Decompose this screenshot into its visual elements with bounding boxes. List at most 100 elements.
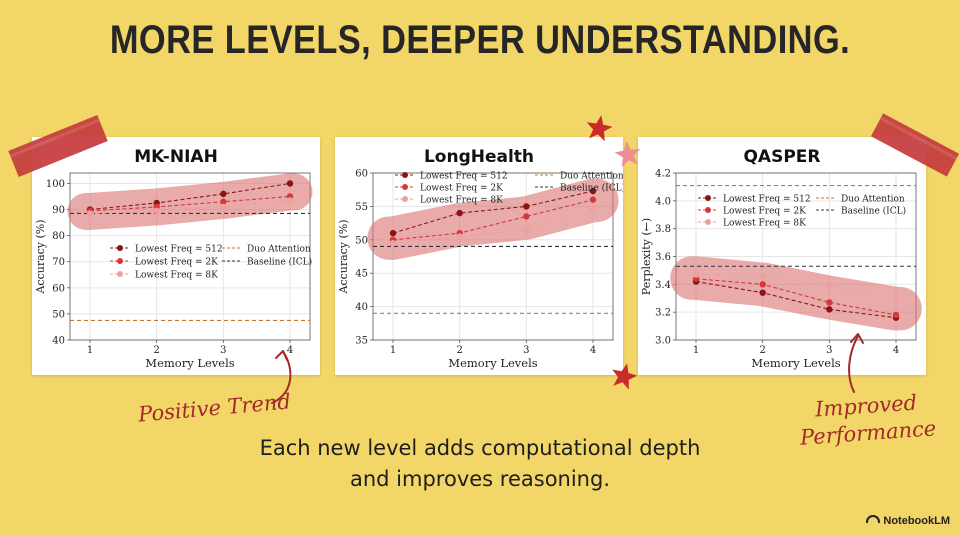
x-axis-label: Memory Levels xyxy=(751,356,840,370)
data-point xyxy=(523,203,530,210)
legend-marker xyxy=(402,172,408,178)
legend-label: Lowest Freq = 512 xyxy=(420,172,508,182)
series-line-2 xyxy=(392,209,594,244)
x-tick-label: 1 xyxy=(693,345,699,356)
caption-line-2: and improves reasoning. xyxy=(350,467,610,491)
plot-frame xyxy=(372,172,614,341)
data-point xyxy=(826,299,833,306)
y-tick-label: 3.4 xyxy=(655,280,671,291)
y-tick-label: 50 xyxy=(52,309,65,320)
data-point xyxy=(759,281,766,288)
legend-label: Lowest Freq = 2K xyxy=(420,184,503,194)
x-axis-label: Memory Levels xyxy=(145,356,234,370)
x-tick-label: 2 xyxy=(456,345,462,356)
series-line-0 xyxy=(392,190,594,234)
chart-panel-qasper: QASPER 3.0 3.2 3.4 3.6 3.8 4.0 4.2 1 2 3 4 Memory Le… xyxy=(638,137,926,375)
y-tick-label: 40 xyxy=(52,336,65,347)
x-tick-label: 3 xyxy=(826,345,832,356)
legend: Lowest Freq = 512 Lowest Freq = 2K Lowest … xyxy=(698,195,906,229)
legend-label: Baseline (ICL) xyxy=(560,183,623,194)
legend: Lowest Freq = 512 Lowest Freq = 2K Lowest … xyxy=(395,172,623,206)
legend-label: Lowest Freq = 512 xyxy=(135,245,223,255)
y-tick-label: 60 xyxy=(52,283,65,294)
arrow-icon xyxy=(848,333,864,393)
data-point xyxy=(692,271,700,278)
legend-marker xyxy=(402,196,408,202)
y-tick-label: 60 xyxy=(355,169,368,180)
series-line-1 xyxy=(695,278,897,316)
slide-title: MORE LEVELS, DEEPER UNDERSTANDING. xyxy=(109,18,851,62)
legend-label: Lowest Freq = 8K xyxy=(135,271,218,281)
chart-panel-mk-niah: MK-NIAH 40 50 60 70 80 90 100 1 2 3 4 Memory Levels A… xyxy=(32,137,320,375)
data-point xyxy=(892,311,900,319)
data-point xyxy=(523,226,530,233)
data-point xyxy=(286,197,294,204)
legend-label: Lowest Freq = 8K xyxy=(723,219,806,229)
legend-label: Duo Attention xyxy=(841,195,905,205)
x-tick-label: 4 xyxy=(287,345,293,356)
y-tick-label: 80 xyxy=(52,231,65,242)
data-point xyxy=(523,213,530,220)
data-point xyxy=(86,210,94,217)
y-tick-label: 3.2 xyxy=(655,308,671,319)
y-axis-label: Perplexity (←) xyxy=(640,218,653,295)
data-point xyxy=(826,282,833,289)
x-axis-label: Memory Levels xyxy=(448,356,537,370)
y-tick-label: 100 xyxy=(46,179,65,190)
x-tick-label: 2 xyxy=(759,345,765,356)
slide-caption: Each new level adds computational depth … xyxy=(0,433,960,495)
y-tick-label: 40 xyxy=(355,302,368,313)
series-line-2 xyxy=(89,199,291,214)
legend-marker xyxy=(117,245,123,251)
y-axis-label: Accuracy (%) xyxy=(337,219,350,294)
chart-longhealth: LongHealth 35 40 45 50 55 60 1 2 3 4 Memory Levels A… xyxy=(337,147,623,370)
data-point xyxy=(759,272,766,280)
series-line-1 xyxy=(392,199,594,241)
data-point xyxy=(220,198,227,205)
series-line-0 xyxy=(89,182,291,211)
x-tick-label: 3 xyxy=(523,345,529,356)
star-icon xyxy=(612,363,638,390)
data-point xyxy=(153,207,160,215)
y-tick-label: 90 xyxy=(52,205,65,216)
data-point xyxy=(286,180,294,187)
y-tick-label: 4.2 xyxy=(655,169,671,180)
y-tick-label: 3.8 xyxy=(655,224,671,235)
chart-qasper: QASPER 3.0 3.2 3.4 3.6 3.8 4.0 4.2 1 2 3 4 Memory Le… xyxy=(640,147,922,370)
legend: Lowest Freq = 512 Lowest Freq = 2K Lowest … xyxy=(110,245,312,281)
data-point xyxy=(759,289,766,296)
series-line-2 xyxy=(695,274,897,301)
legend-label: Lowest Freq = 8K xyxy=(420,196,503,206)
brand-notebooklm: NotebookLM xyxy=(866,515,950,527)
brand-label: NotebookLM xyxy=(883,515,950,527)
caption-line-1: Each new level adds computational depth xyxy=(259,436,701,460)
y-tick-label: 55 xyxy=(355,202,368,213)
star-icon xyxy=(586,115,613,142)
star-icon xyxy=(614,141,641,167)
data-point xyxy=(589,187,597,195)
legend-marker xyxy=(705,219,711,225)
chart-title: LongHealth xyxy=(424,147,534,167)
data-point xyxy=(389,239,397,247)
chart-title: MK-NIAH xyxy=(134,147,218,167)
plot-frame xyxy=(69,172,311,341)
legend-marker xyxy=(117,271,123,277)
legend-marker xyxy=(117,258,123,264)
x-tick-label: 4 xyxy=(893,345,899,356)
y-tick-label: 35 xyxy=(355,336,368,347)
data-point xyxy=(220,190,227,198)
data-point xyxy=(826,306,833,313)
data-point xyxy=(389,229,397,237)
y-tick-label: 3.0 xyxy=(655,336,671,347)
data-point xyxy=(456,209,463,217)
legend-marker xyxy=(705,195,711,201)
y-tick-label: 4.0 xyxy=(655,196,671,207)
x-tick-label: 4 xyxy=(590,345,596,356)
x-tick-label: 3 xyxy=(220,345,226,356)
data-point xyxy=(589,206,597,213)
legend-marker xyxy=(402,184,408,190)
series-line-0 xyxy=(695,281,897,319)
y-tick-label: 45 xyxy=(355,269,368,280)
data-point xyxy=(589,196,597,203)
legend-marker xyxy=(705,207,711,213)
